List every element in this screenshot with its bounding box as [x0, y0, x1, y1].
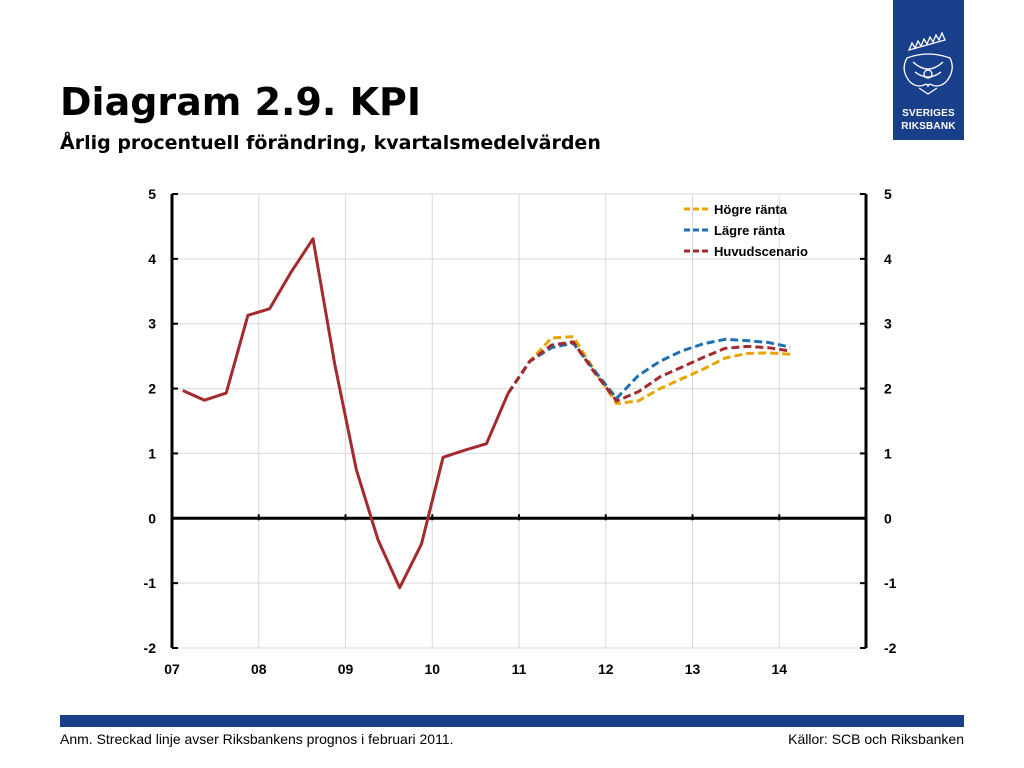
- y-tick-label-left: 1: [148, 445, 156, 461]
- y-tick-label-left: -1: [144, 575, 157, 591]
- kpi-line-chart: -2 -2-1 -10 01 12 23 34 45 507 08 09 10 11 12 13 14Högr…: [144, 186, 897, 677]
- y-tick-label-right: 2: [884, 381, 892, 397]
- series-line-2: [506, 337, 791, 400]
- series-line-3: [506, 340, 791, 403]
- series-line-outcome: [182, 237, 510, 590]
- x-tick-label: 07: [164, 661, 180, 677]
- legend-label: Huvudscenario: [714, 244, 808, 259]
- x-tick-label: 08: [251, 661, 267, 677]
- y-tick-label-left: 5: [148, 186, 156, 202]
- y-tick-label-left: -2: [144, 640, 157, 656]
- y-tick-label-left: 2: [148, 381, 156, 397]
- footer-source: Källor: SCB och Riksbanken: [788, 731, 964, 747]
- x-tick-label: 14: [771, 661, 787, 677]
- y-tick-label-right: 0: [884, 510, 892, 526]
- series-line-1: [506, 335, 791, 405]
- legend-label: Lägre ränta: [714, 223, 786, 238]
- y-tick-label-right: 5: [884, 186, 892, 202]
- x-tick-label: 09: [338, 661, 354, 677]
- crown-emblem-icon: [903, 31, 953, 95]
- logo-line2: RIKSBANK: [901, 121, 956, 132]
- y-tick-label-right: 4: [884, 251, 892, 267]
- page-title: Diagram 2.9. KPI: [60, 80, 422, 124]
- footer-bar: [60, 715, 964, 727]
- y-tick-label-left: 4: [148, 251, 156, 267]
- x-tick-label: 12: [598, 661, 614, 677]
- footer-note: Anm. Streckad linje avser Riksbankens pr…: [60, 731, 454, 747]
- y-tick-label-left: 0: [148, 510, 156, 526]
- y-tick-label-right: -2: [884, 640, 897, 656]
- y-tick-label-left: 3: [148, 316, 156, 332]
- x-tick-label: 10: [424, 661, 440, 677]
- y-tick-label-right: 3: [884, 316, 892, 332]
- y-tick-label-right: 1: [884, 445, 892, 461]
- y-tick-label-right: -1: [884, 575, 897, 591]
- legend-label: Högre ränta: [714, 202, 788, 217]
- riksbank-logo: SVERIGES RIKSBANK: [893, 0, 964, 140]
- x-tick-label: 11: [512, 661, 527, 677]
- page-subtitle: Årlig procentuell förändring, kvartalsme…: [60, 132, 601, 154]
- logo-line1: SVERIGES: [902, 108, 955, 119]
- x-tick-label: 13: [685, 661, 701, 677]
